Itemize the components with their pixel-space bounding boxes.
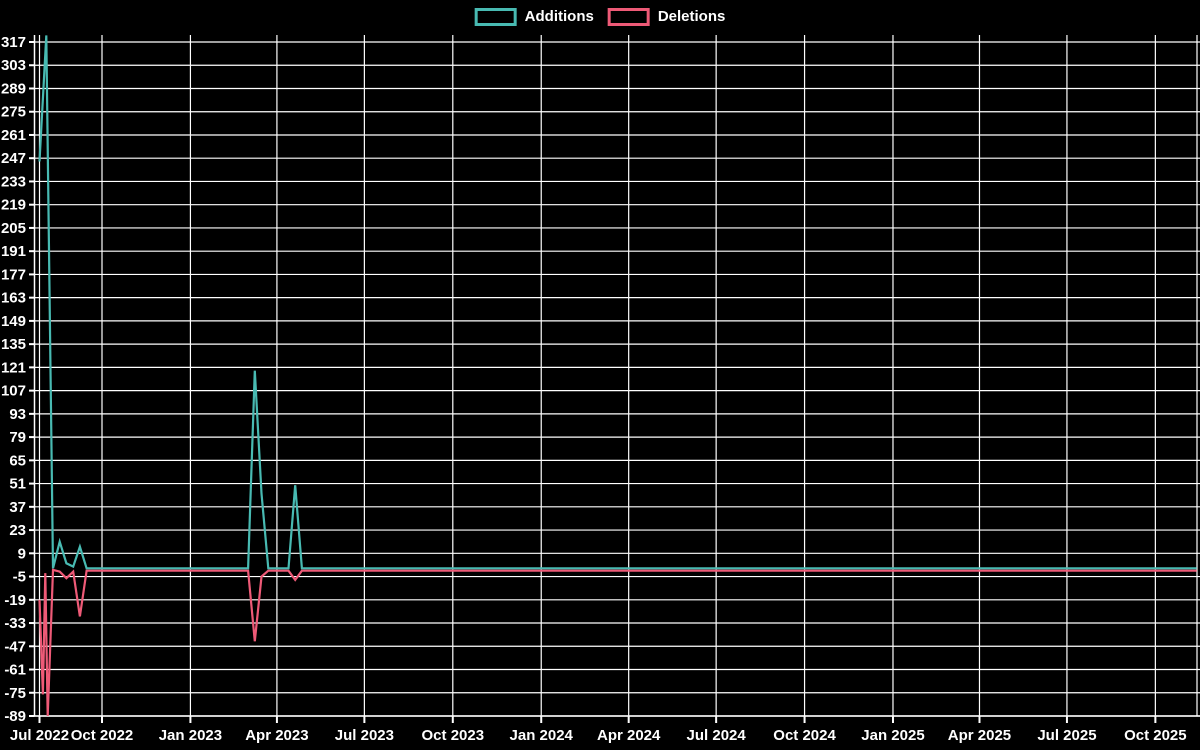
x-tick-label: Jul 2023: [335, 727, 394, 744]
x-tick-label: Oct 2024: [773, 727, 836, 744]
y-tick-label: 261: [1, 127, 26, 144]
y-tick-label: -89: [4, 708, 26, 725]
deletions-line: [38, 568, 1197, 717]
y-tick-label: 205: [1, 220, 26, 237]
y-tick-label: 275: [1, 104, 26, 121]
y-tick-label: 51: [9, 476, 26, 493]
additions-line: [38, 35, 1197, 570]
y-tick-label: -19: [4, 592, 26, 609]
x-tick-label: Jan 2023: [159, 727, 222, 744]
y-tick-label: 163: [1, 290, 26, 307]
y-tick-label: 219: [1, 197, 26, 214]
legend-item-deletions[interactable]: Deletions: [607, 8, 726, 26]
y-tick-label: -5: [13, 569, 26, 586]
x-tick-label: Jan 2024: [510, 727, 574, 744]
y-tick-label: 65: [9, 452, 26, 469]
x-tick-label: Jan 2025: [861, 727, 924, 744]
additions-swatch-icon: [474, 8, 517, 26]
legend-label: Additions: [524, 8, 594, 25]
x-tick-label: Jul 2022: [10, 727, 69, 744]
x-tick-label: Jul 2024: [687, 727, 747, 744]
y-tick-label: 9: [18, 545, 26, 562]
y-tick-label: 247: [1, 150, 26, 167]
y-tick-label: 79: [9, 429, 26, 446]
y-tick-label: -61: [4, 662, 26, 679]
x-tick-label: Oct 2023: [422, 727, 485, 744]
y-tick-label: 93: [9, 406, 26, 423]
y-tick-label: 191: [1, 243, 26, 260]
deletions-swatch-icon: [607, 8, 650, 26]
y-tick-label: 177: [1, 266, 26, 283]
y-tick-label: 317: [1, 34, 26, 51]
x-tick-label: Oct 2022: [71, 727, 134, 744]
y-tick-label: 121: [1, 359, 26, 376]
x-tick-label: Apr 2025: [948, 727, 1011, 744]
y-tick-label: 107: [1, 383, 26, 400]
y-tick-label: 37: [9, 499, 26, 516]
x-tick-label: Oct 2025: [1124, 727, 1187, 744]
y-tick-label: -47: [4, 638, 26, 655]
y-tick-label: -75: [4, 685, 26, 702]
y-tick-label: 135: [1, 336, 26, 353]
chart-legend: Additions Deletions: [474, 8, 726, 26]
y-tick-label: 233: [1, 173, 26, 190]
x-tick-label: Apr 2024: [597, 727, 661, 744]
y-tick-label: 303: [1, 57, 26, 74]
legend-item-additions[interactable]: Additions: [474, 8, 594, 26]
y-tick-label: 289: [1, 80, 26, 97]
x-tick-label: Apr 2023: [245, 727, 308, 744]
y-tick-label: -33: [4, 615, 26, 632]
x-tick-label: Jul 2025: [1037, 727, 1096, 744]
y-tick-label: 149: [1, 313, 26, 330]
legend-label: Deletions: [657, 8, 726, 25]
y-tick-label: 23: [9, 522, 26, 539]
